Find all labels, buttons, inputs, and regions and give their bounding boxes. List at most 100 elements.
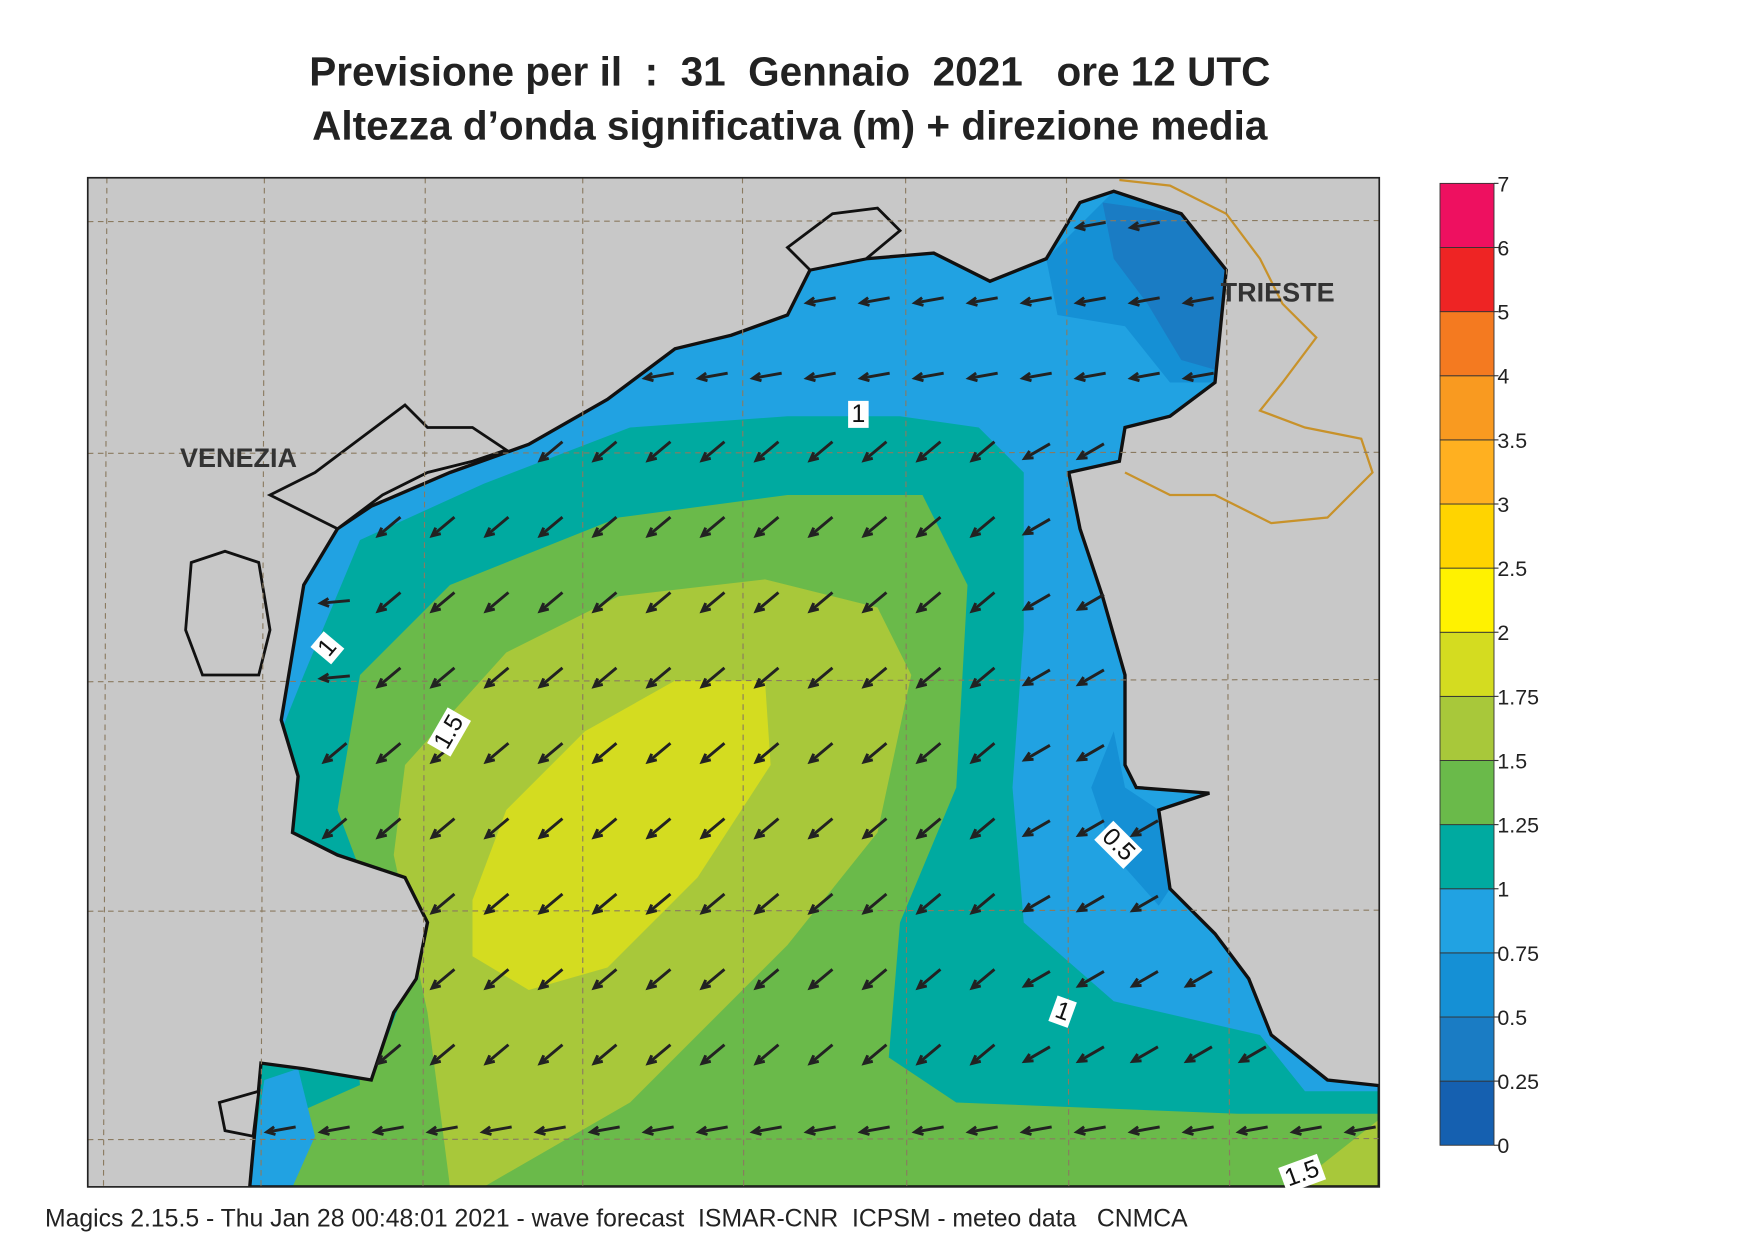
direction-arrow [429,968,456,991]
direction-arrow [537,666,564,689]
band-075-sw [249,1068,315,1187]
title: Previsione per il : 31 Gennaio 2021 ore … [309,49,1270,95]
direction-arrow [753,591,780,614]
direction-arrow [429,515,456,539]
direction-arrow [857,296,890,307]
direction-arrow [969,1043,996,1066]
direction-arrow [1021,517,1051,536]
direction-arrow [857,371,890,383]
direction-arrow [641,1125,674,1136]
direction-arrow [1019,1125,1052,1136]
colorbar-label: 1.75 [1497,685,1539,709]
direction-arrow [699,968,726,991]
direction-arrow [861,817,888,840]
direction-arrow [753,892,780,915]
direction-arrow [1075,819,1105,837]
colorbar-label: 5 [1497,301,1509,325]
direction-arrow [1021,894,1051,913]
direction-arrow [753,817,780,840]
colorbar-label: 0.25 [1497,1070,1539,1094]
direction-arrow [483,515,510,539]
direction-arrow [911,371,944,383]
contour-label: 1 [1048,995,1077,1028]
map-area [87,177,1380,1187]
direction-arrow [1181,1125,1214,1136]
direction-arrow [861,1043,888,1066]
direction-arrow [969,968,996,991]
direction-arrow [645,515,672,539]
direction-arrow [1127,221,1160,232]
contour-label-text: 1 [851,401,865,428]
direction-arrow [317,672,350,684]
direction-arrow [645,440,672,463]
direction-arrow [807,892,834,915]
colorbar-bin [1439,1016,1495,1082]
city-label: VENEZIA [180,443,297,473]
colorbar-bin [1439,375,1495,441]
colorbar-label: 0.75 [1497,942,1539,966]
direction-arrow [1073,296,1106,307]
direction-arrow [861,515,888,539]
direction-arrow [479,1125,512,1136]
direction-arrow [645,892,672,915]
colorbar-bin [1439,631,1495,697]
map-frame [86,176,1381,1188]
colorbar-label: 2 [1497,621,1509,645]
direction-arrow [753,515,780,539]
direction-arrow [263,1125,296,1136]
direction-arrow [1075,894,1105,913]
colorbar-bin [1439,760,1495,826]
direction-arrow [1073,221,1106,232]
direction-arrow [1021,744,1051,762]
direction-arrow [591,817,618,840]
direction-arrow [1021,970,1051,988]
direction-arrow [969,440,996,463]
direction-arrow [807,968,834,991]
colorbar-label: 0 [1497,1134,1509,1158]
direction-arrow [807,515,834,539]
direction-arrow [1181,296,1214,307]
direction-arrow [695,1125,728,1136]
direction-arrow [699,666,726,689]
colorbar-bin [1439,952,1495,1018]
direction-arrow [483,591,510,614]
direction-arrow [537,968,564,991]
direction-arrow [699,817,726,840]
direction-arrow [915,892,942,915]
direction-arrow [753,666,780,689]
direction-arrow [1021,442,1051,461]
direction-arrow [591,666,618,689]
colorbar-bin [1439,824,1495,890]
direction-arrow [753,968,780,991]
colorbar-label: 4 [1497,365,1509,389]
direction-arrow [591,1043,618,1066]
direction-arrow [429,666,456,689]
direction-arrow [1129,819,1159,837]
direction-arrow [1075,744,1105,762]
direction-arrow [915,666,942,689]
direction-arrow [807,440,834,463]
direction-arrow [807,742,834,765]
direction-arrow [1075,1045,1105,1064]
contour-label-box [848,400,869,428]
direction-arrow [861,742,888,765]
direction-arrow [591,742,618,765]
colorbar-bin [1439,247,1495,313]
direction-arrow [587,1125,620,1136]
direction-arrow [641,371,674,383]
direction-arrow [429,1043,456,1066]
direction-arrow [1129,970,1159,988]
direction-arrow [317,597,350,608]
direction-arrow [699,591,726,614]
city-label: TRIESTE [1221,278,1335,308]
direction-arrow [645,742,672,765]
direction-arrow [1183,970,1213,988]
direction-arrow [645,817,672,840]
colorbar-label: 1 [1497,878,1509,902]
direction-arrow [375,591,402,614]
direction-arrow [645,1043,672,1066]
direction-arrow [1127,296,1160,307]
colorbar-label: 6 [1497,236,1509,260]
direction-arrow [753,742,780,765]
colorbar-bin [1439,695,1495,761]
